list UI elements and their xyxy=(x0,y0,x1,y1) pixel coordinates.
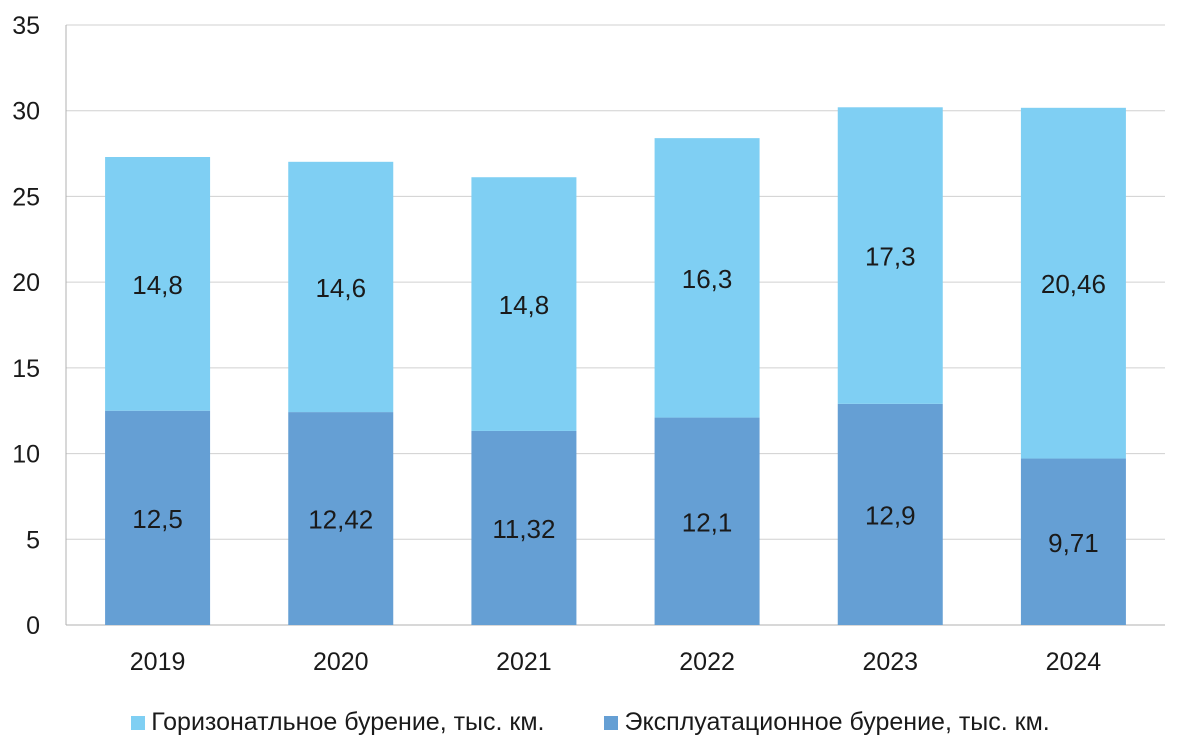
data-label: 17,3 xyxy=(865,242,916,272)
y-tick-label: 25 xyxy=(12,183,40,211)
y-tick-label: 15 xyxy=(12,355,40,383)
data-label: 12,42 xyxy=(308,505,373,535)
legend-swatch-horizontal xyxy=(131,715,146,730)
x-tick-label: 2019 xyxy=(130,648,186,676)
data-label: 14,8 xyxy=(499,290,550,320)
bar-production xyxy=(654,417,760,625)
bar-production xyxy=(288,412,394,625)
data-label: 20,46 xyxy=(1041,269,1106,299)
x-tick-label: 2022 xyxy=(679,648,735,676)
y-tick-label: 5 xyxy=(26,526,40,554)
x-tick-label: 2021 xyxy=(496,648,552,676)
legend-label-production: Эксплуатационное бурение, тыс. км. xyxy=(624,708,1050,736)
y-tick-label: 35 xyxy=(12,12,40,40)
bar-horizontal xyxy=(288,161,394,413)
bar-horizontal xyxy=(105,157,211,411)
bar-production xyxy=(837,403,943,625)
y-tick-label: 0 xyxy=(26,612,40,640)
data-label: 12,5 xyxy=(132,504,183,534)
legend-item-production: Эксплуатационное бурение, тыс. км. xyxy=(604,708,1050,737)
legend-swatch-production xyxy=(604,715,619,730)
x-tick-label: 2024 xyxy=(1046,648,1102,676)
bar-horizontal xyxy=(654,138,760,418)
bar-horizontal xyxy=(1020,107,1126,459)
data-label: 12,1 xyxy=(682,507,733,537)
y-tick-label: 20 xyxy=(12,269,40,297)
x-tick-label: 2020 xyxy=(313,648,369,676)
bar-horizontal xyxy=(471,177,577,431)
y-tick-label: 10 xyxy=(12,441,40,469)
bar-production xyxy=(471,430,577,625)
legend-item-horizontal: Горизонатльное бурение, тыс. км. xyxy=(131,708,544,737)
bar-horizontal xyxy=(837,107,943,404)
data-label: 12,9 xyxy=(865,500,916,530)
legend-label-horizontal: Горизонатльное бурение, тыс. км. xyxy=(151,708,545,736)
data-label: 14,8 xyxy=(132,270,183,300)
legend: Горизонатльное бурение, тыс. км. Эксплуа… xyxy=(0,708,1181,737)
y-tick-label: 30 xyxy=(12,98,40,126)
data-label: 9,71 xyxy=(1048,528,1099,558)
data-label: 11,32 xyxy=(492,514,555,544)
data-label: 14,6 xyxy=(315,273,366,303)
bar-production xyxy=(105,410,211,625)
bar-production xyxy=(1020,458,1126,625)
x-tick-label: 2023 xyxy=(862,648,918,676)
data-label: 16,3 xyxy=(682,264,733,294)
